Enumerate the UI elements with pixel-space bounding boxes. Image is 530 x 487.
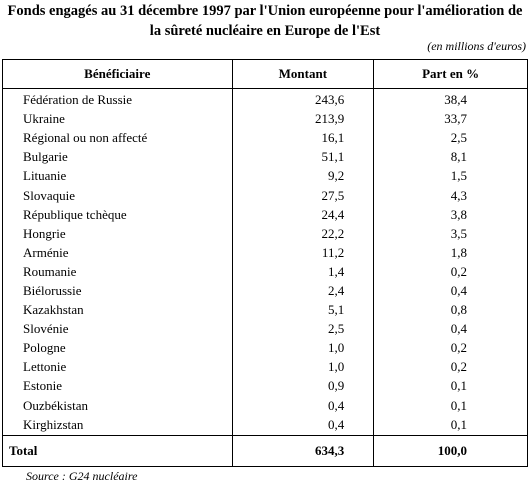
beneficiary-cell: Fédération de Russie (2, 88, 233, 110)
amount-cell: 2,4 (231, 280, 375, 301)
amount-cell: 0,9 (231, 376, 375, 396)
table-row: Kazakhstan 5,1 0,8 (2, 300, 528, 320)
share-cell: 0,2 (373, 261, 528, 281)
beneficiary-cell: Hongrie (2, 223, 233, 243)
beneficiary-cell: République tchèque (2, 204, 233, 224)
amount-cell: 22,2 (231, 223, 375, 243)
table-row: Kirghizstan 0,4 0,1 (2, 414, 528, 436)
total-label: Total (2, 434, 233, 467)
beneficiary-cell: Estonie (2, 376, 233, 396)
amount-cell: 0,4 (231, 395, 375, 415)
total-amount: 634,3 (231, 434, 375, 467)
amount-cell: 16,1 (231, 128, 375, 148)
funds-table: Bénéficiaire Montant Part en % Fédératio… (2, 59, 528, 467)
share-cell: 4,3 (373, 185, 528, 205)
beneficiary-cell: Bulgarie (2, 147, 233, 167)
beneficiary-cell: Roumanie (2, 261, 233, 281)
beneficiary-cell: Kazakhstan (2, 300, 233, 320)
beneficiary-cell: Ukraine (2, 109, 233, 129)
table-row: Arménie 11,2 1,8 (2, 242, 528, 262)
beneficiary-cell: Slovaquie (2, 185, 233, 205)
table-row: Slovénie 2,5 0,4 (2, 319, 528, 339)
header-part: Part en % (373, 59, 528, 89)
share-cell: 1,5 (373, 166, 528, 186)
share-cell: 0,1 (373, 395, 528, 415)
beneficiary-cell: Pologne (2, 338, 233, 358)
table-body: Fédération de Russie 243,6 38,4 Ukraine 213,… (2, 88, 528, 436)
title-line-1: Fonds engagés au 31 décembre 1997 par l'… (7, 3, 523, 19)
amount-cell: 213,9 (231, 109, 375, 129)
source-note: Source : G24 nucléaire (26, 469, 138, 483)
amount-cell: 9,2 (231, 166, 375, 186)
amount-cell: 1,0 (231, 357, 375, 377)
beneficiary-cell: Kirghizstan (2, 414, 233, 436)
document-title: Fonds engagés au 31 décembre 1997 par l'… (0, 1, 530, 41)
table-row: Bulgarie 51,1 8,1 (2, 147, 528, 167)
amount-cell: 51,1 (231, 147, 375, 167)
share-cell: 38,4 (373, 88, 528, 110)
header-montant: Montant (231, 59, 375, 89)
share-cell: 0,2 (373, 357, 528, 377)
share-cell: 0,1 (373, 376, 528, 396)
share-cell: 0,2 (373, 338, 528, 358)
share-cell: 33,7 (373, 109, 528, 129)
amount-cell: 1,4 (231, 261, 375, 281)
share-cell: 0,8 (373, 300, 528, 320)
table-row: Hongrie 22,2 3,5 (2, 223, 528, 243)
table-row: Fédération de Russie 243,6 38,4 (2, 88, 528, 110)
table-row: Ouzbékistan 0,4 0,1 (2, 395, 528, 415)
share-cell: 1,8 (373, 242, 528, 262)
beneficiary-cell: Slovénie (2, 319, 233, 339)
share-cell: 3,8 (373, 204, 528, 224)
amount-cell: 2,5 (231, 319, 375, 339)
table-row: Slovaquie 27,5 4,3 (2, 185, 528, 205)
table-row: Pologne 1,0 0,2 (2, 338, 528, 358)
amount-cell: 11,2 (231, 242, 375, 262)
beneficiary-cell: Lettonie (2, 357, 233, 377)
share-cell: 0,4 (373, 280, 528, 301)
table-header-row: Bénéficiaire Montant Part en % (2, 59, 528, 89)
share-cell: 3,5 (373, 223, 528, 243)
title-line-2: la sûreté nucléaire en Europe de l'Est (149, 23, 381, 39)
amount-cell: 24,4 (231, 204, 375, 224)
beneficiary-cell: Régional ou non affecté (2, 128, 233, 148)
table-row: Estonie 0,9 0,1 (2, 376, 528, 396)
beneficiary-cell: Biélorussie (2, 280, 233, 301)
share-cell: 2,5 (373, 128, 528, 148)
amount-cell: 243,6 (231, 88, 375, 110)
table-row: Ukraine 213,9 33,7 (2, 109, 528, 129)
amount-cell: 0,4 (231, 414, 375, 436)
share-cell: 8,1 (373, 147, 528, 167)
amount-cell: 1,0 (231, 338, 375, 358)
unit-note: (en millions d'euros) (427, 39, 526, 53)
share-cell: 0,1 (373, 414, 528, 436)
share-cell: 0,4 (373, 319, 528, 339)
beneficiary-cell: Arménie (2, 242, 233, 262)
table-row: République tchèque 24,4 3,8 (2, 204, 528, 224)
table-row: Biélorussie 2,4 0,4 (2, 280, 528, 301)
table-row: Roumanie 1,4 0,2 (2, 261, 528, 281)
table-row: Lettonie 1,0 0,2 (2, 357, 528, 377)
beneficiary-cell: Ouzbékistan (2, 395, 233, 415)
total-row: Total 634,3 100,0 (2, 434, 528, 467)
amount-cell: 5,1 (231, 300, 375, 320)
beneficiary-cell: Lituanie (2, 166, 233, 186)
total-share: 100,0 (373, 434, 528, 467)
table-row: Lituanie 9,2 1,5 (2, 166, 528, 186)
amount-cell: 27,5 (231, 185, 375, 205)
table-row: Régional ou non affecté 16,1 2,5 (2, 128, 528, 148)
header-beneficiaire: Bénéficiaire (2, 59, 233, 89)
